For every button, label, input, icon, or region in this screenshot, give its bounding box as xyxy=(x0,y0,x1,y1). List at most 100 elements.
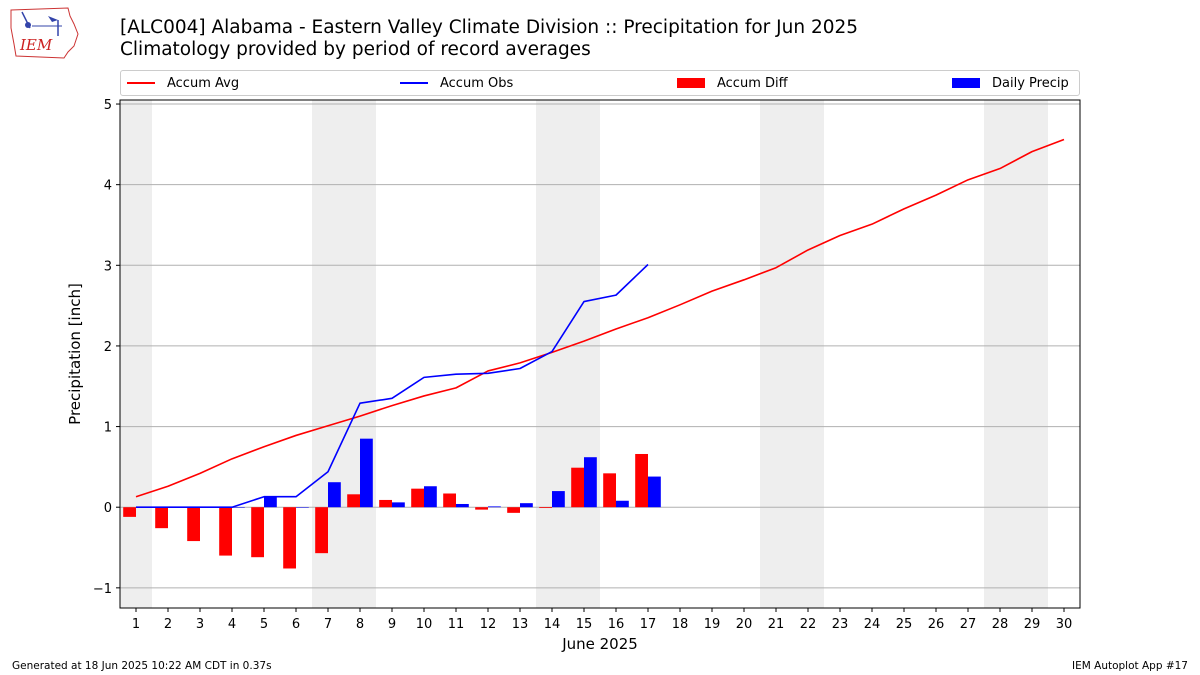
accum-diff-bar xyxy=(443,493,456,508)
accum-diff-bar xyxy=(635,453,648,508)
legend-swatch-accum-obs xyxy=(400,82,428,84)
x-tick-label: 6 xyxy=(292,617,300,632)
y-tick-label: 4 xyxy=(104,179,112,194)
legend-item-accum-diff: Accum Diff xyxy=(677,74,788,92)
weekend-shade xyxy=(760,100,792,608)
x-tick-label: 21 xyxy=(768,617,785,632)
accum-diff-bar xyxy=(187,507,200,542)
y-axis-label: Precipitation [inch] xyxy=(66,283,84,425)
weekend-shade xyxy=(792,100,824,608)
daily-precip-bar xyxy=(648,476,661,508)
accum-avg-line xyxy=(135,138,1065,498)
accum-diff-bar xyxy=(123,507,136,517)
x-tick-label: 27 xyxy=(960,617,977,632)
x-tick-label: 3 xyxy=(196,617,204,632)
x-tick-label: 11 xyxy=(448,617,465,632)
y-tick-label: 1 xyxy=(104,421,112,436)
accum-diff-bar xyxy=(155,507,168,529)
y-tick-label: −1 xyxy=(93,582,112,597)
accum-diff-bar xyxy=(411,488,424,508)
legend-swatch-daily-precip xyxy=(952,78,980,88)
legend-label-accum-avg: Accum Avg xyxy=(167,75,240,91)
x-tick-label: 1 xyxy=(132,617,140,632)
logo-text: IEM xyxy=(19,36,53,54)
weekend-shade xyxy=(1016,100,1048,608)
x-tick-label: 17 xyxy=(640,617,657,632)
x-tick-label: 4 xyxy=(228,617,236,632)
weekend-shade xyxy=(536,100,568,608)
legend-label-accum-obs: Accum Obs xyxy=(440,75,514,91)
x-tick-label: 14 xyxy=(544,617,561,632)
accum-diff-bar xyxy=(315,507,328,554)
title-line-1: [ALC004] Alabama - Eastern Valley Climat… xyxy=(120,17,859,38)
daily-precip-bar xyxy=(264,496,277,508)
accum-diff-bar xyxy=(347,494,360,508)
legend-label-accum-diff: Accum Diff xyxy=(717,75,788,91)
daily-precip-bar xyxy=(360,438,373,508)
daily-precip-bar xyxy=(552,491,565,508)
legend-item-accum-avg: Accum Avg xyxy=(127,74,239,92)
daily-precip-bar xyxy=(616,500,629,508)
y-tick-label: 5 xyxy=(104,98,112,113)
generated-timestamp: Generated at 18 Jun 2025 10:22 AM CDT in… xyxy=(12,660,272,672)
legend-swatch-accum-diff xyxy=(677,78,705,88)
x-tick-label: 19 xyxy=(704,617,721,632)
accum-diff-bar xyxy=(603,473,616,508)
daily-precip-bar xyxy=(456,503,469,508)
x-tick-label: 29 xyxy=(1024,617,1041,632)
x-tick-label: 10 xyxy=(416,617,433,632)
daily-precip-bar xyxy=(488,506,501,508)
x-tick-label: 22 xyxy=(800,617,817,632)
legend-item-daily-precip: Daily Precip xyxy=(952,74,1069,92)
app-label: IEM Autoplot App #17 xyxy=(1072,660,1188,672)
x-tick-label: 25 xyxy=(896,617,913,632)
weekend-shade xyxy=(568,100,600,608)
chart-title: [ALC004] Alabama - Eastern Valley Climat… xyxy=(120,17,858,61)
accum-diff-bar xyxy=(539,507,552,509)
x-tick-label: 12 xyxy=(480,617,497,632)
y-tick-label: 0 xyxy=(104,501,112,516)
legend-swatch-accum-avg xyxy=(127,82,155,84)
x-tick-label: 30 xyxy=(1056,617,1073,632)
x-tick-label: 23 xyxy=(832,617,849,632)
legend-item-accum-obs: Accum Obs xyxy=(400,74,513,92)
legend-label-daily-precip: Daily Precip xyxy=(992,75,1069,91)
x-tick-label: 28 xyxy=(992,617,1009,632)
x-tick-label: 16 xyxy=(608,617,625,632)
daily-precip-bar xyxy=(328,482,341,508)
weekend-shade xyxy=(120,100,152,608)
daily-precip-bar xyxy=(296,507,309,508)
x-tick-label: 2 xyxy=(164,617,172,632)
accum-diff-bar xyxy=(379,499,392,508)
x-tick-label: 5 xyxy=(260,617,268,632)
x-axis-label: June 2025 xyxy=(561,635,638,653)
x-tick-label: 7 xyxy=(324,617,332,632)
daily-precip-bar xyxy=(232,507,245,508)
x-tick-label: 18 xyxy=(672,617,689,632)
x-tick-label: 20 xyxy=(736,617,753,632)
daily-precip-bar xyxy=(392,502,405,508)
title-line-2: Climatology provided by period of record… xyxy=(120,39,591,60)
iem-logo: IEM xyxy=(8,6,80,60)
accum-obs-line xyxy=(136,263,649,509)
accum-diff-bar xyxy=(571,467,584,508)
x-tick-label: 9 xyxy=(388,617,396,632)
plot-frame xyxy=(119,99,1081,609)
accum-diff-bar xyxy=(475,507,488,510)
daily-precip-bar xyxy=(520,503,533,508)
y-tick-label: 2 xyxy=(104,340,112,355)
weekend-shade xyxy=(344,100,376,608)
daily-precip-bar xyxy=(424,486,437,508)
x-tick-label: 8 xyxy=(356,617,364,632)
accum-diff-bar xyxy=(219,507,232,556)
accum-diff-bar xyxy=(283,507,296,569)
legend: Accum Avg Accum Obs Accum Diff Daily Pre… xyxy=(120,70,1080,96)
x-tick-label: 15 xyxy=(576,617,593,632)
accum-diff-bar xyxy=(507,507,520,513)
x-tick-label: 24 xyxy=(864,617,881,632)
y-tick-label: 3 xyxy=(104,259,112,274)
weekend-shade xyxy=(984,100,1016,608)
x-tick-label: 26 xyxy=(928,617,945,632)
daily-precip-bar xyxy=(584,457,597,508)
